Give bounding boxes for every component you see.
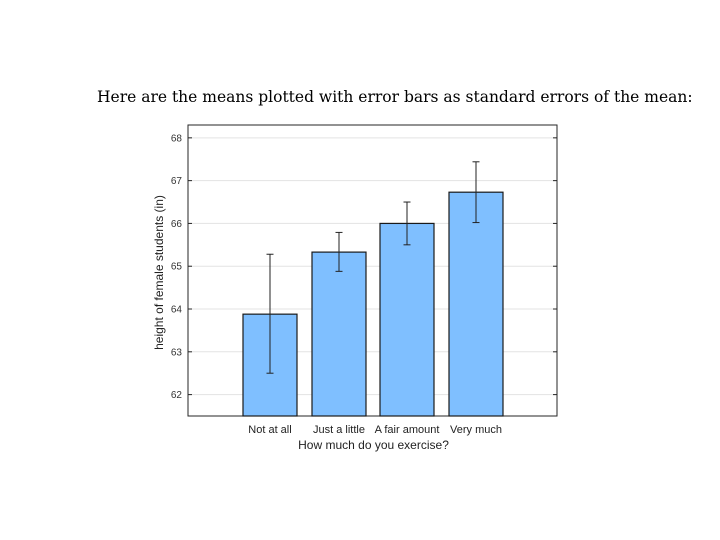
caption: Here are the means plotted with error ba… [97,88,693,106]
y-tick-labels: 62 63 64 65 66 67 68 [171,133,557,401]
x-category-label: Just a little [313,424,365,436]
error-bar [472,161,480,224]
bars [242,191,504,417]
error-bar [403,201,411,246]
y-tick-label: 65 [171,262,183,273]
y-tick-label: 64 [171,305,183,316]
y-tick-label: 66 [171,219,183,230]
y-axis-label: height of female students (in) [152,195,166,350]
y-tick-label: 68 [171,133,183,144]
y-tick-label: 62 [171,390,183,401]
bar [311,251,367,417]
error-bars [266,161,480,374]
x-axis-label: How much do you exercise? [298,438,449,452]
error-bar [335,231,343,272]
error-bar [266,253,274,374]
bar [448,191,504,417]
bar [379,222,435,417]
plot-frame [187,124,558,417]
x-category-label: Not at all [248,424,291,436]
y-tick-label: 67 [171,176,183,187]
y-tick-label: 63 [171,347,183,358]
category-labels: Not at all Just a little A fair amount Very… [248,424,502,436]
x-category-label: Very much [450,424,502,436]
x-category-label: A fair amount [375,424,440,436]
